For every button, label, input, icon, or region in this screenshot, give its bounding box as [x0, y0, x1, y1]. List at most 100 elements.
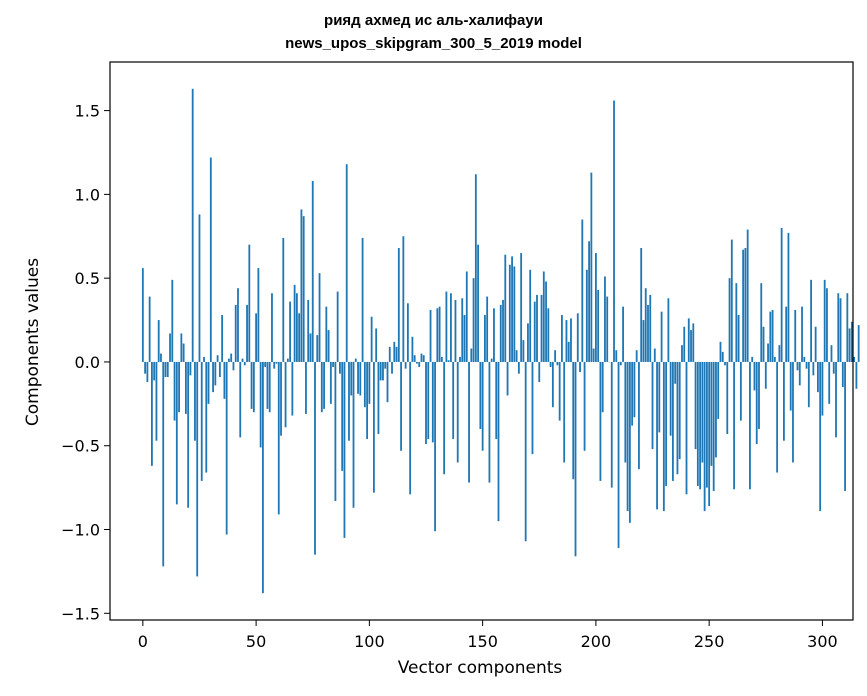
bar-223 [647, 304, 649, 362]
bars-group [141, 88, 860, 594]
bar-280 [776, 361, 779, 473]
bar-283 [783, 361, 785, 441]
bar-112 [395, 346, 398, 362]
bar-287 [792, 361, 794, 463]
bar-57 [271, 293, 273, 362]
bar-291 [801, 306, 803, 362]
bar-275 [764, 361, 767, 389]
bar-138 [454, 299, 457, 362]
bar-79 [320, 361, 323, 413]
bar-97 [361, 237, 364, 362]
bar-220 [640, 248, 643, 362]
bar-286 [789, 361, 792, 411]
bar-126 [427, 361, 430, 440]
bar-100 [368, 361, 371, 404]
bar-239 [683, 326, 686, 362]
bar-41 [234, 304, 237, 362]
bar-30 [209, 157, 212, 362]
bar-6 [155, 361, 158, 441]
bar-107 [384, 361, 387, 369]
y-axis-ticks: −1.5 −1.0 −0.5 0.0 0.5 1.0 1.5 [61, 102, 110, 623]
bar-255 [719, 341, 722, 362]
bar-140 [459, 356, 461, 362]
bar-129 [434, 361, 436, 532]
bar-88 [341, 361, 344, 471]
bar-204 [604, 276, 606, 362]
bar-303 [828, 361, 831, 404]
bar-32 [214, 361, 217, 386]
bar-119 [411, 336, 414, 362]
bar-164 [513, 266, 516, 362]
bar-105 [379, 361, 382, 381]
bar-307 [837, 293, 840, 362]
bar-191 [574, 361, 577, 557]
bar-221 [642, 320, 645, 362]
bar-237 [678, 361, 681, 460]
bar-20 [187, 361, 190, 508]
bar-311 [846, 293, 849, 362]
bar-276 [767, 343, 769, 362]
bar-278 [771, 310, 774, 362]
bar-242 [690, 330, 692, 362]
bar-178 [545, 281, 547, 362]
bar-147 [474, 174, 477, 362]
bar-315 [855, 361, 858, 389]
bar-266 [744, 248, 747, 362]
bar-168 [522, 340, 525, 362]
bar-201 [597, 289, 600, 362]
bar-84 [332, 361, 335, 367]
bar-62 [282, 237, 285, 362]
bar-73 [307, 299, 310, 362]
bar-143 [465, 271, 468, 362]
bar-139 [456, 361, 459, 463]
bar-99 [366, 361, 369, 440]
bar-92 [350, 361, 353, 396]
bar-25 [198, 214, 201, 362]
y-axis-label: Components values [23, 257, 43, 427]
bar-173 [533, 301, 536, 362]
bar-219 [638, 361, 640, 470]
chart-subtitle: news_upos_skipgram_300_5_2019 model [285, 35, 582, 52]
bar-214 [626, 361, 629, 512]
bar-231 [665, 361, 668, 486]
bar-153 [488, 361, 491, 483]
bar-66 [291, 361, 294, 416]
bar-250 [708, 361, 711, 507]
bar-288 [794, 310, 797, 362]
bar-233 [669, 361, 672, 436]
bar-36 [223, 361, 226, 399]
bar-146 [472, 278, 475, 362]
bar-285 [787, 232, 790, 362]
bar-293 [805, 361, 808, 369]
bar-10 [164, 361, 167, 378]
bar-89 [343, 361, 346, 538]
bar-44 [241, 358, 244, 362]
bar-244 [694, 361, 697, 450]
bar-243 [692, 323, 695, 362]
bar-149 [479, 361, 482, 429]
bar-246 [699, 361, 702, 490]
bar-166 [517, 361, 520, 374]
bar-215 [628, 361, 631, 523]
bar-277 [769, 311, 772, 362]
bar-150 [481, 361, 484, 451]
bar-26 [200, 361, 203, 481]
bar-176 [540, 294, 543, 362]
bar-295 [810, 279, 812, 362]
bar-68 [295, 293, 298, 362]
bar-270 [753, 361, 756, 391]
bar-230 [662, 361, 665, 512]
bar-252 [712, 361, 715, 491]
bar-238 [681, 345, 683, 362]
bar-284 [785, 306, 788, 362]
bar-236 [676, 361, 679, 475]
bar-46 [246, 304, 248, 362]
bar-38 [228, 358, 230, 362]
bar-69 [298, 313, 301, 362]
bar-127 [429, 310, 432, 362]
bar-272 [758, 361, 760, 429]
bar-28 [205, 361, 208, 473]
bar-45 [243, 361, 246, 366]
bar-155 [493, 308, 495, 362]
